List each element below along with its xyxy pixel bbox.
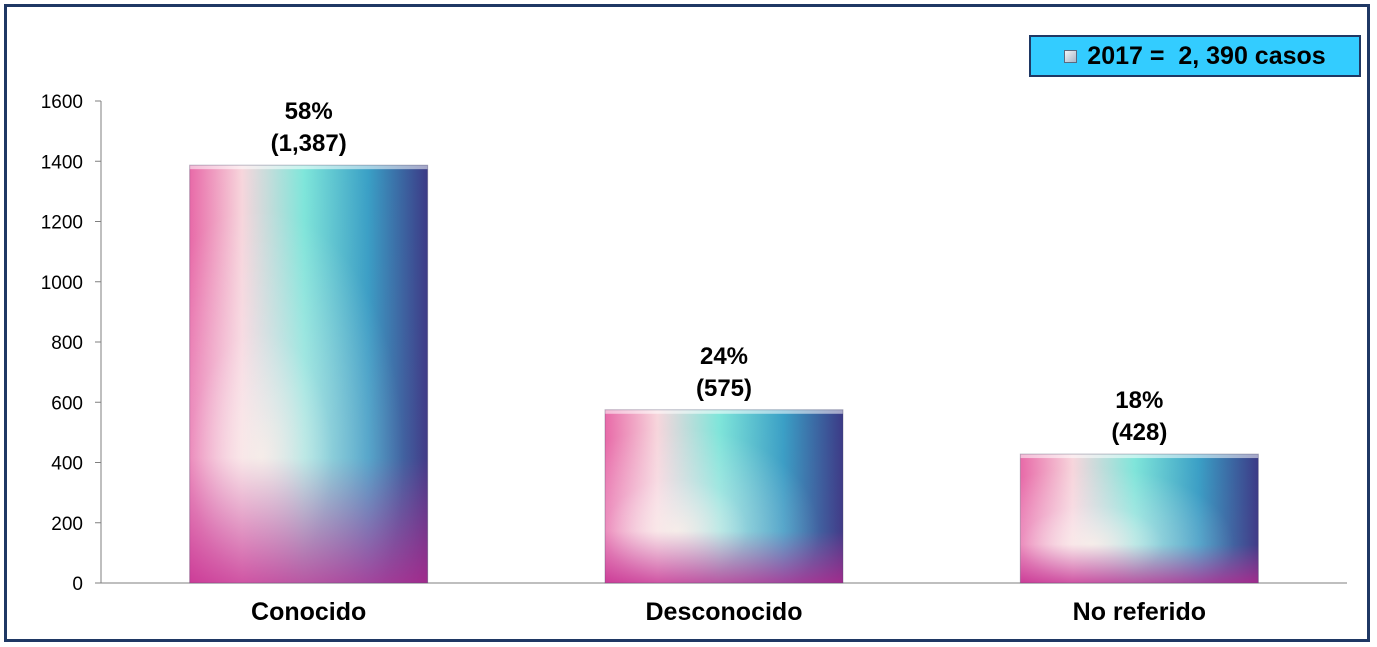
x-category-label: Conocido: [251, 598, 366, 626]
data-label-count: (428): [1111, 419, 1167, 446]
data-label-count: (575): [696, 375, 752, 402]
data-label-percent: 24%: [700, 343, 748, 370]
legend-swatch: [1064, 49, 1078, 63]
y-tick-label: 1200: [41, 213, 83, 234]
chart-frame: 0 200 400 600 800 1000 1200 1400 1600 58% (1,387) C…: [4, 4, 1370, 642]
data-label-percent: 58%: [285, 98, 333, 125]
data-label-percent: 18%: [1115, 387, 1163, 414]
y-tick-label: 400: [51, 454, 83, 475]
x-category-label: Desconocido: [646, 598, 803, 626]
y-tick-label: 1400: [41, 152, 83, 173]
bar-desconocido: [604, 409, 844, 584]
data-label-count: (1,387): [271, 130, 347, 157]
y-tick-label: 200: [51, 514, 83, 535]
y-tick-label: 800: [51, 333, 83, 354]
y-tick-label: 0: [72, 574, 83, 595]
y-tick-label: 1600: [41, 92, 83, 113]
bar-no-referido: [1019, 453, 1259, 584]
bar-conocido: [189, 164, 429, 584]
y-tick-label: 1000: [41, 273, 83, 294]
legend-label: 2017 = 2, 390 casos: [1087, 41, 1326, 70]
x-category-label: No referido: [1073, 598, 1206, 626]
legend: 2017 = 2, 390 casos: [1029, 35, 1361, 77]
bar-chart: 0 200 400 600 800 1000 1200 1400 1600 58% (1,387) C…: [41, 92, 1347, 626]
y-tick-label: 600: [51, 393, 83, 414]
